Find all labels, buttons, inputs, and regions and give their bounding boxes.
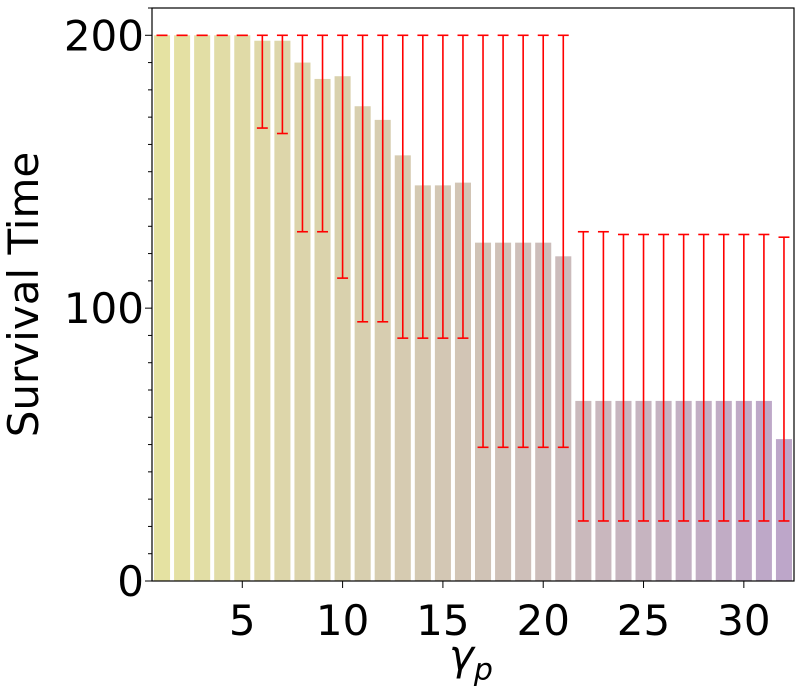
x-tick-label: 30 [717,596,770,645]
bar [294,62,311,582]
error-bars-group [156,34,790,522]
y-tick-label: 200 [64,11,144,60]
bar [334,76,351,581]
y-tick-label: 0 [117,557,144,606]
bar [414,185,431,581]
x-tick-label: 15 [416,596,469,645]
bar [154,35,171,582]
y-axis: 0 100 200 [64,7,152,606]
bar [454,182,471,581]
bar [434,185,451,581]
bar [394,155,411,582]
bar [274,40,291,581]
plot-frame [151,7,795,582]
x-tick-label: 5 [229,596,256,645]
bar [254,40,271,581]
bar [314,78,331,581]
bar [354,106,371,581]
bar [174,35,191,582]
bar [214,35,231,582]
x-axis-label: γp [449,631,493,688]
bar [234,35,251,582]
x-tick-label: 20 [516,596,569,645]
bar [374,119,391,581]
y-axis-label: Survival Time [0,152,48,437]
x-tick-label: 10 [316,596,369,645]
x-tick-label: 25 [617,596,670,645]
bars-group [154,35,792,582]
x-axis: 5 10 15 20 25 30 [229,581,771,645]
bar [194,35,211,582]
y-tick-label: 100 [64,284,144,333]
